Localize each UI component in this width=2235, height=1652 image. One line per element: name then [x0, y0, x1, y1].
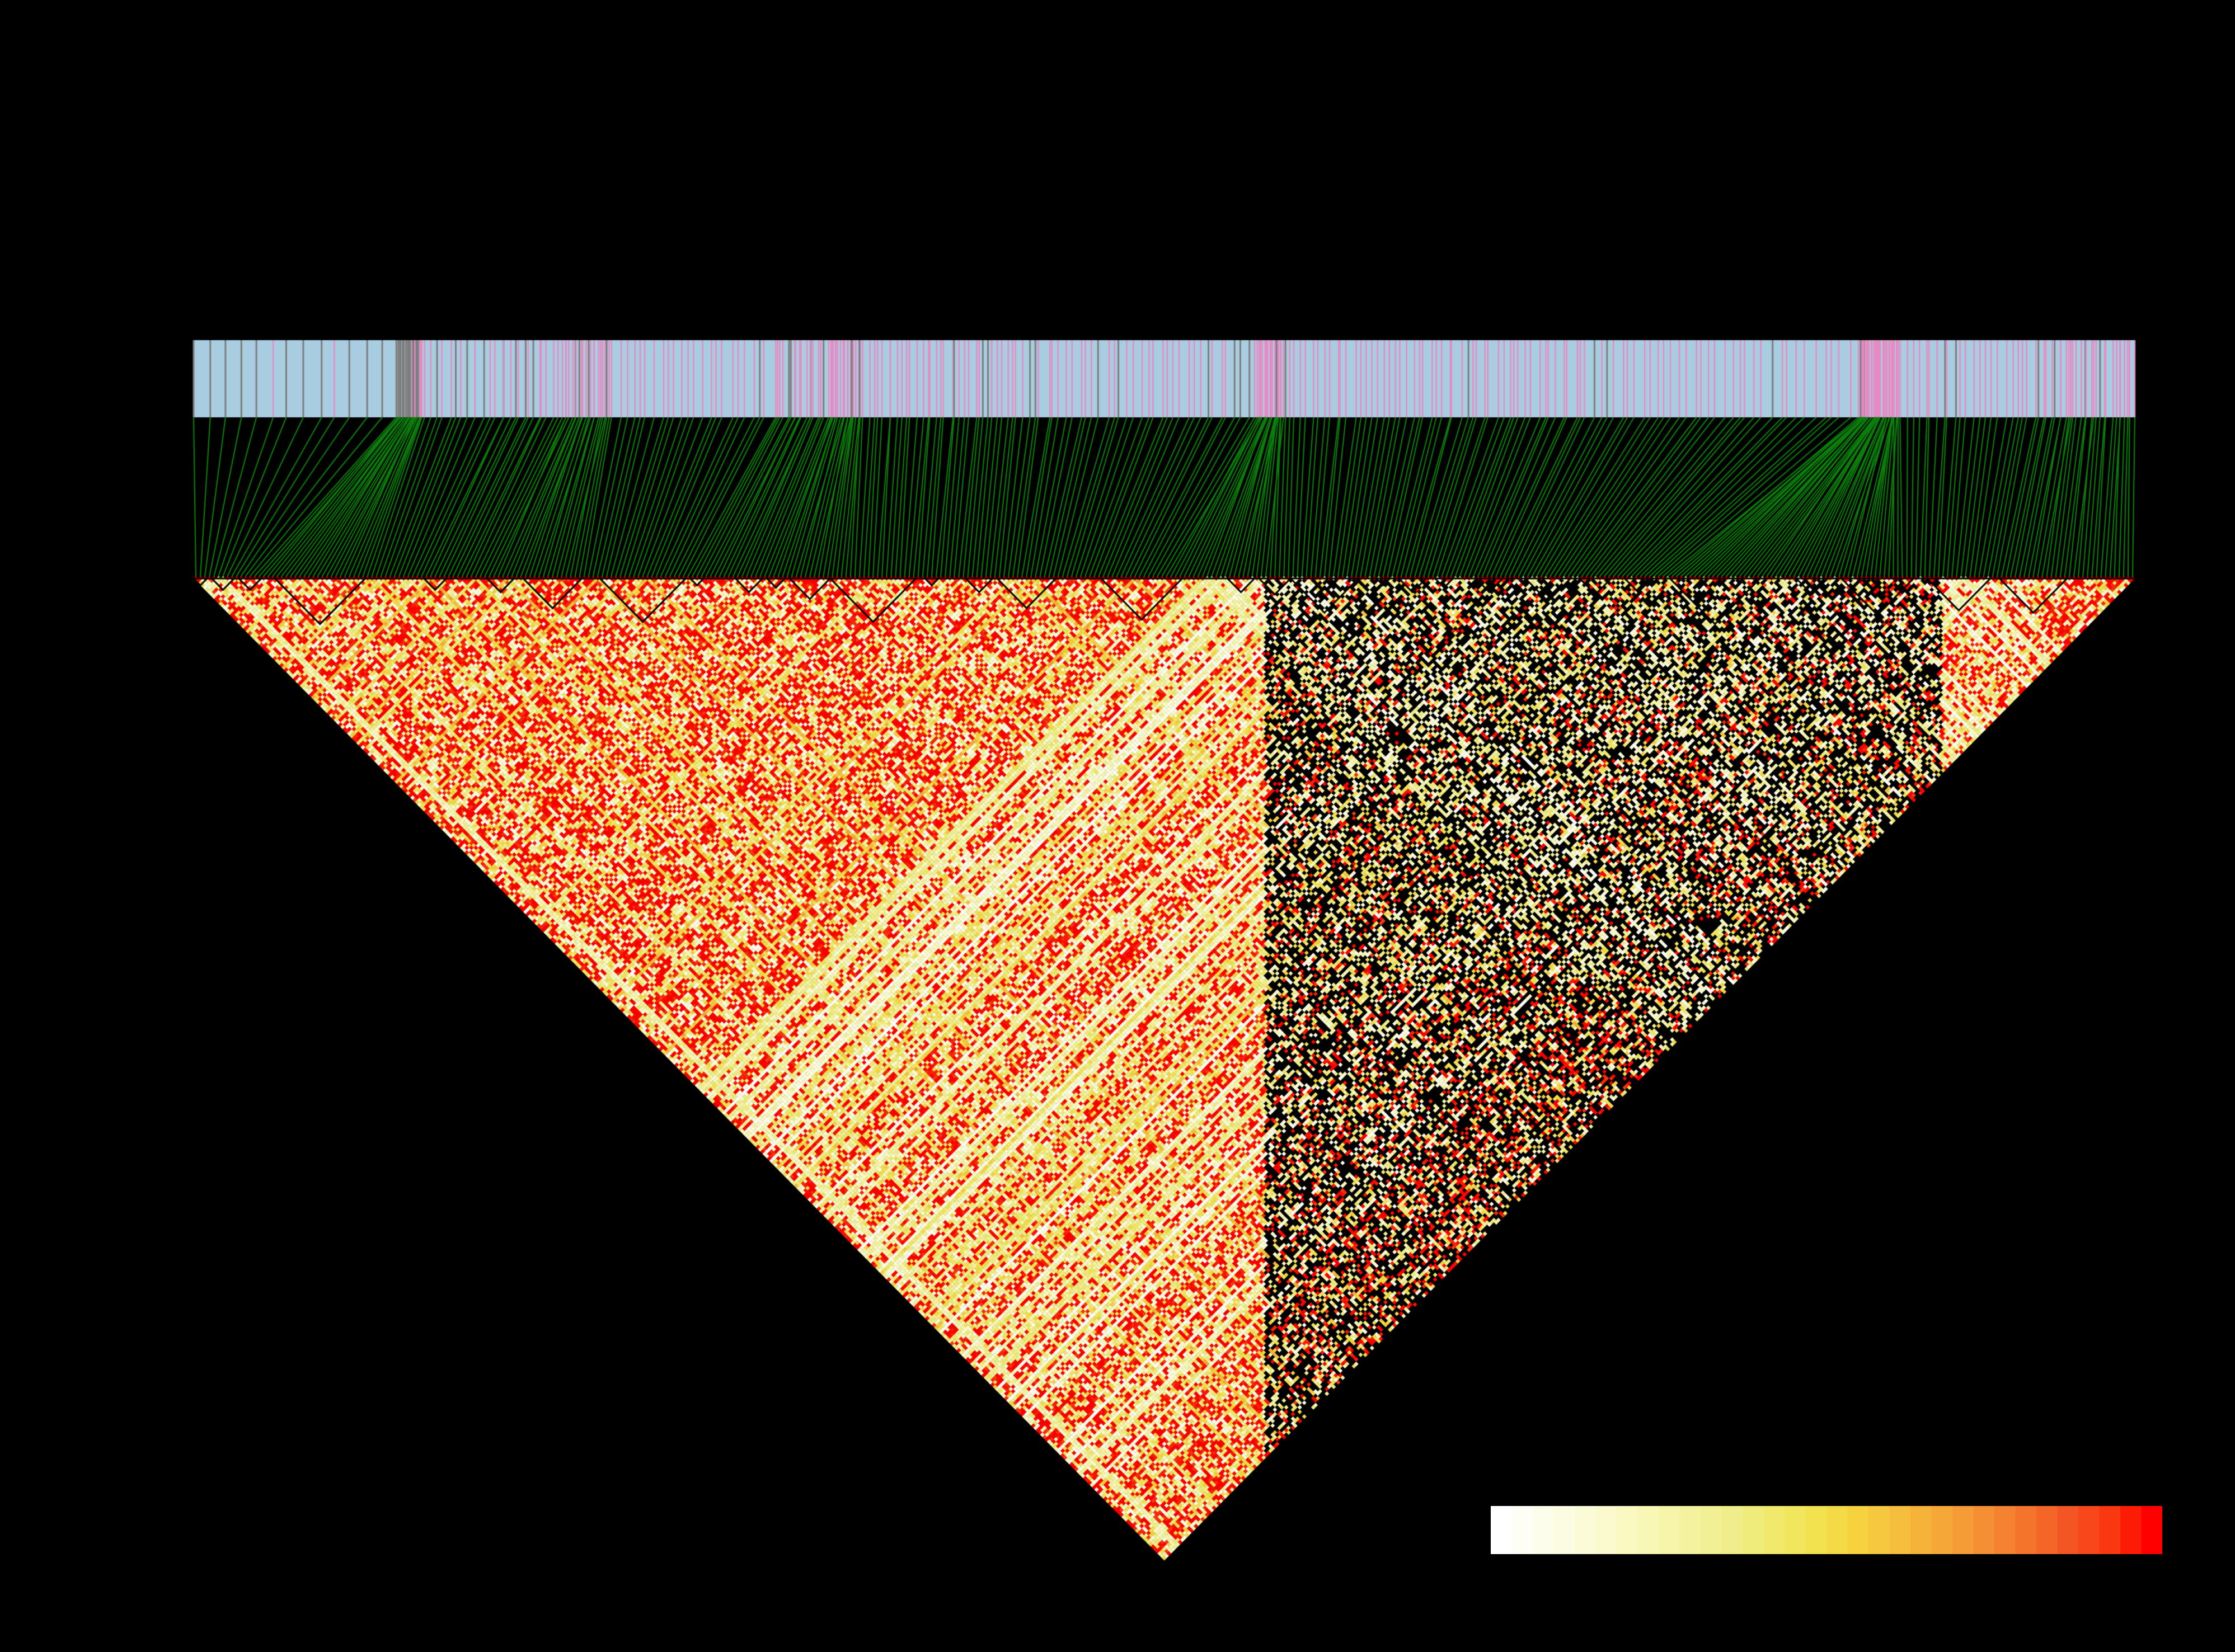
- ld-heatmap-figure: [0, 0, 2235, 1652]
- ld-plot-canvas: [0, 0, 2235, 1652]
